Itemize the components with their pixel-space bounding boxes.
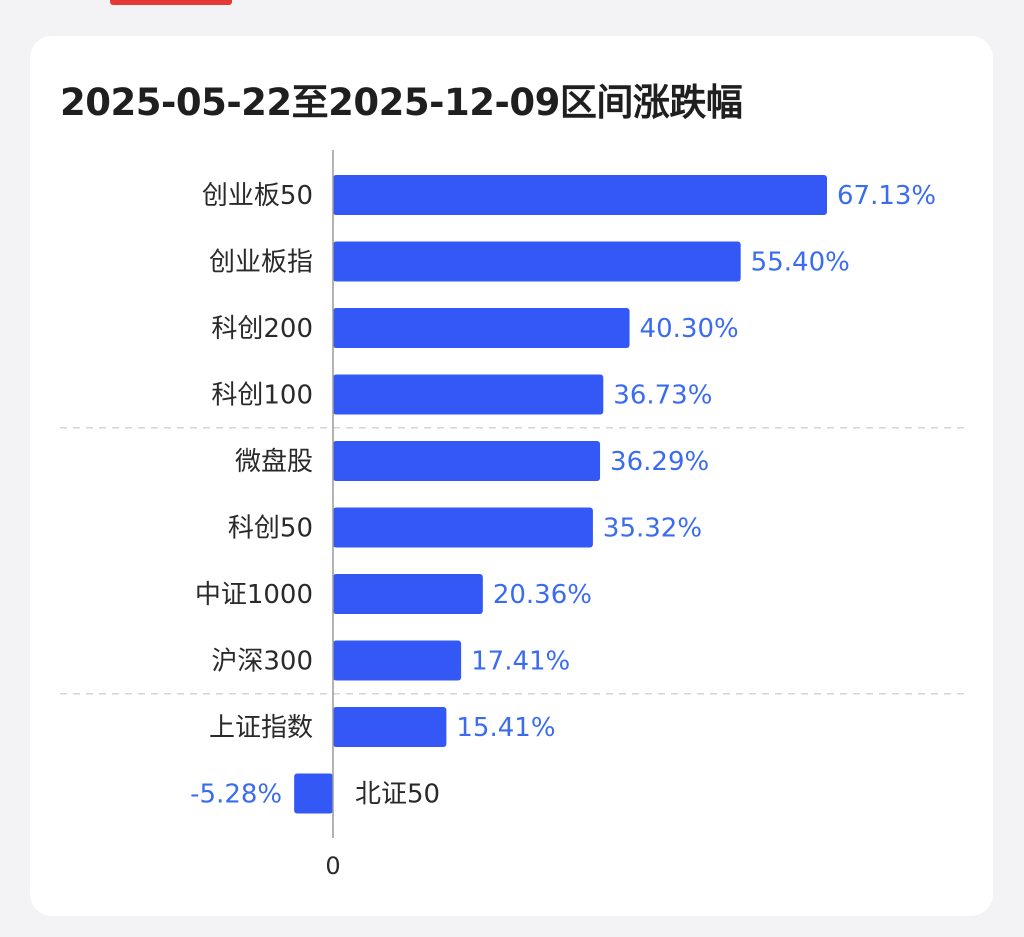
category-label: 科创50 xyxy=(228,514,313,544)
bar-9 xyxy=(333,707,447,747)
value-label: 67.13% xyxy=(837,181,936,211)
bar-5 xyxy=(333,441,601,481)
value-label: 40.30% xyxy=(640,314,739,344)
bar-3 xyxy=(333,308,630,348)
value-label: 20.36% xyxy=(493,580,592,610)
bar-8 xyxy=(333,640,462,681)
axis-zero-label: 0 xyxy=(325,852,340,880)
category-label: 上证指数 xyxy=(209,713,313,743)
chart-title: 2025-05-22至2025-12-09区间涨跌幅 xyxy=(60,81,743,124)
bar-6 xyxy=(333,507,593,548)
bar-7 xyxy=(333,574,483,614)
category-label: 科创200 xyxy=(211,314,313,344)
value-label: 35.32% xyxy=(603,514,702,544)
value-label: 36.29% xyxy=(610,447,709,477)
category-label: 科创100 xyxy=(211,381,313,411)
category-label: 中证1000 xyxy=(195,580,313,610)
category-label: 沪深300 xyxy=(211,647,313,677)
value-label: -5.28% xyxy=(190,780,282,810)
value-label: 17.41% xyxy=(471,647,570,677)
bar-10 xyxy=(294,773,333,814)
top-strip xyxy=(0,0,1024,12)
value-label: 15.41% xyxy=(456,713,555,743)
value-label: 36.73% xyxy=(613,381,712,411)
category-label: 北证50 xyxy=(355,780,440,810)
category-label: 创业板50 xyxy=(202,181,313,211)
category-label: 创业板指 xyxy=(209,248,313,278)
bar-4 xyxy=(333,374,604,415)
bar-2 xyxy=(333,241,741,282)
bar-1 xyxy=(333,175,827,215)
active-tab-indicator xyxy=(110,0,232,5)
value-label: 55.40% xyxy=(751,248,850,278)
category-label: 微盘股 xyxy=(235,447,313,477)
